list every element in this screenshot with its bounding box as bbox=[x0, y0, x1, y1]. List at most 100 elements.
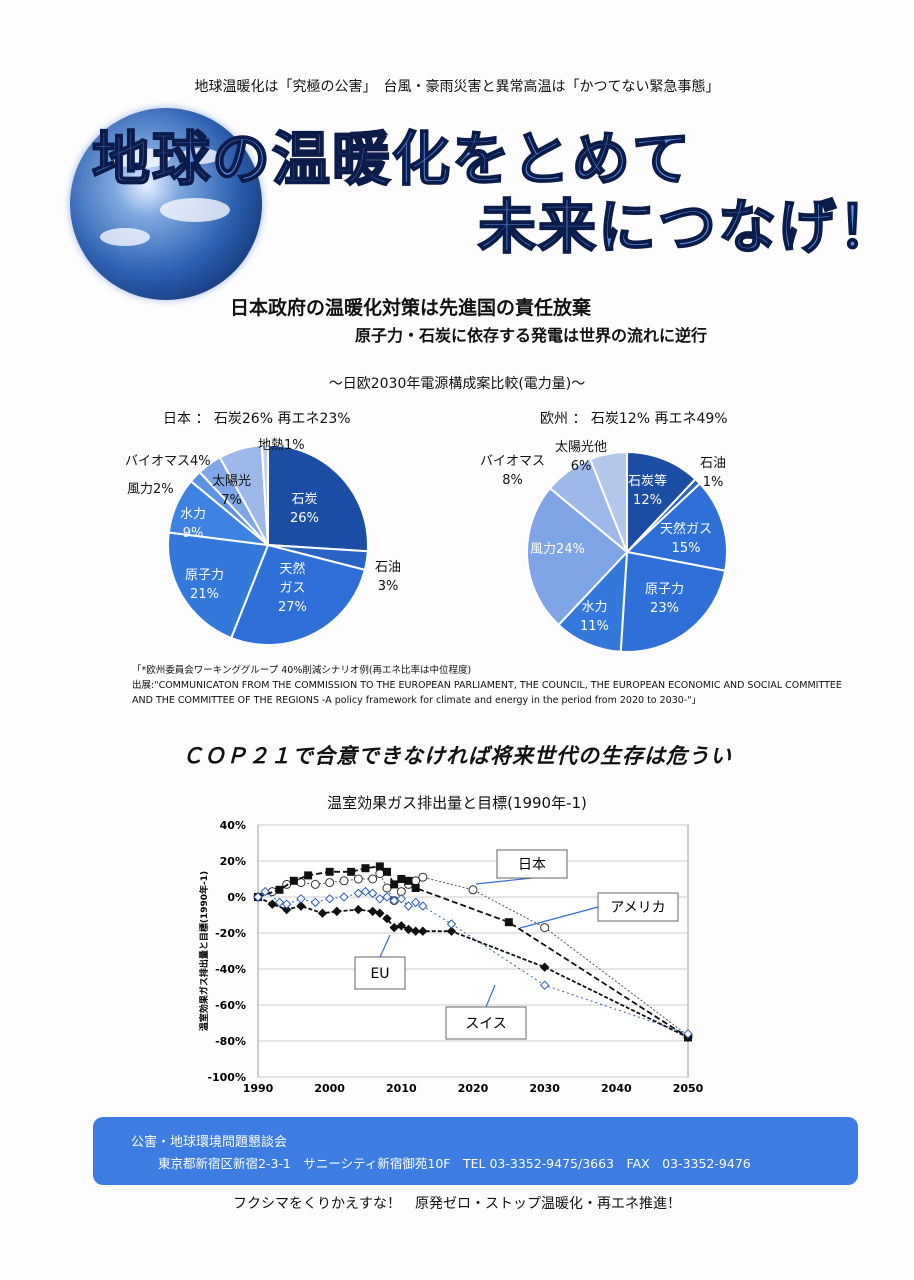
pie-slice-原子力 bbox=[619, 550, 727, 653]
data-point bbox=[353, 888, 364, 899]
data-point bbox=[404, 876, 413, 885]
pie-label: 天然 ガス 27% bbox=[278, 562, 307, 615]
data-point bbox=[418, 901, 428, 911]
data-point bbox=[253, 892, 263, 902]
pie-label: 石油 3% bbox=[375, 560, 402, 594]
data-point bbox=[403, 924, 414, 935]
data-point bbox=[410, 897, 421, 908]
x-tick-label: 2030 bbox=[529, 1082, 560, 1095]
callout-arrow bbox=[475, 877, 533, 885]
europe-heading: 欧州 ： 石炭12% 再エネ49% bbox=[540, 411, 728, 427]
data-point bbox=[382, 913, 392, 924]
data-point bbox=[396, 894, 407, 904]
pie-charts bbox=[167, 443, 728, 653]
x-tick-label: 2000 bbox=[314, 1082, 345, 1095]
data-point bbox=[310, 879, 320, 889]
data-point bbox=[353, 874, 363, 884]
pie-label: 石炭等 12% bbox=[628, 474, 668, 508]
pie-slice-原子力 bbox=[167, 531, 270, 640]
data-point bbox=[361, 864, 370, 873]
y-tick-label: 40% bbox=[220, 819, 246, 832]
data-point bbox=[389, 895, 399, 906]
data-point bbox=[540, 923, 550, 933]
data-point bbox=[539, 962, 550, 972]
subtitle-2: 原子力・石炭に依存する発電は世界の流れに逆行 bbox=[355, 326, 708, 345]
y-tick-label: -40% bbox=[215, 963, 246, 976]
data-point bbox=[418, 872, 428, 882]
pie-slice-石炭 bbox=[267, 443, 369, 553]
data-point bbox=[410, 926, 421, 936]
data-point bbox=[332, 906, 342, 917]
data-point bbox=[325, 867, 334, 876]
data-point bbox=[539, 980, 550, 990]
pie-slice-地熱 bbox=[260, 443, 269, 546]
x-tick-label: 2040 bbox=[601, 1082, 632, 1095]
callout-label: スイス bbox=[465, 1016, 507, 1032]
org-name: 公害・地球環境問題懇談会 bbox=[131, 1135, 288, 1150]
pie-label: バイオマス4% bbox=[125, 454, 211, 469]
data-point bbox=[324, 894, 335, 904]
pie-label: 風力24% bbox=[530, 542, 585, 557]
y-axis-label: 温室効果ガス排出量と目標(1990年-1) bbox=[198, 871, 210, 1031]
cop21-heading: ＣＯＰ２１で合意できなければ将来世代の生存は危うい bbox=[182, 744, 732, 768]
data-point bbox=[382, 892, 392, 902]
subtitle-1: 日本政府の温暖化対策は先進国の責任放棄 bbox=[230, 297, 592, 319]
bottom-slogan: フクシマをくりかえすな！ 原発ゼロ・ストップ温暖化・再エネ推進！ bbox=[233, 1196, 681, 1212]
data-point bbox=[353, 904, 364, 915]
earth-globe-image bbox=[70, 108, 262, 300]
data-point bbox=[397, 875, 406, 883]
pie-label: 水力 9% bbox=[180, 507, 207, 541]
data-point bbox=[296, 901, 306, 911]
data-point bbox=[403, 901, 414, 911]
x-tick-label: 2020 bbox=[458, 1082, 489, 1095]
data-point bbox=[347, 867, 356, 876]
data-point bbox=[296, 878, 306, 888]
japan-heading: 日本 ： 石炭26% 再エネ23% bbox=[163, 411, 351, 427]
data-point bbox=[390, 880, 399, 889]
data-point bbox=[260, 886, 270, 897]
x-tick-label: 1990 bbox=[243, 1082, 274, 1095]
line-chart-title: 温室効果ガス排出量と目標(1990年-1) bbox=[327, 794, 587, 812]
emissions-line-chart: 40% 20% 0% -20% -40% -60% -80% -100%1990 2000 201… bbox=[198, 819, 704, 1095]
data-point bbox=[375, 869, 385, 879]
data-point bbox=[275, 885, 284, 894]
data-point bbox=[375, 862, 384, 871]
pie-label: 太陽光 7% bbox=[212, 474, 252, 508]
data-point bbox=[468, 885, 478, 895]
data-point bbox=[317, 908, 328, 918]
callout-box bbox=[496, 849, 568, 879]
data-point bbox=[411, 884, 420, 892]
y-tick-label: 20% bbox=[220, 855, 246, 868]
data-point bbox=[418, 926, 428, 936]
series-スイス bbox=[253, 886, 693, 1039]
data-point bbox=[267, 899, 278, 909]
callout-label: 日本 bbox=[518, 857, 546, 873]
callout-label: EU bbox=[370, 966, 389, 982]
y-tick-label: 0% bbox=[227, 891, 246, 904]
data-point bbox=[360, 886, 371, 897]
y-tick-label: -80% bbox=[215, 1035, 246, 1048]
y-tick-label: -60% bbox=[215, 999, 246, 1012]
callout-label: アメリカ bbox=[610, 900, 665, 916]
pie-slice-太陽光他 bbox=[588, 450, 628, 553]
top-tagline: 地球温暖化は「究極の公害」 台風・豪雨災害と異常高温は「かつてない緊急事態」 bbox=[194, 79, 720, 95]
data-point bbox=[367, 888, 378, 899]
pie-label: 原子力 21% bbox=[185, 568, 225, 602]
data-point bbox=[504, 918, 513, 927]
data-point bbox=[375, 894, 385, 904]
data-point bbox=[375, 908, 385, 918]
callout-arrow bbox=[519, 906, 599, 929]
note-line: AND THE COMMITTEE OF THE REGIONS -A poli… bbox=[132, 695, 702, 706]
pie-label: 水力 11% bbox=[580, 600, 609, 634]
data-point bbox=[325, 878, 335, 888]
data-point bbox=[446, 926, 457, 936]
main-title-line1: 地球の温暖化をとめて bbox=[91, 124, 693, 194]
x-tick-label: 2050 bbox=[673, 1082, 704, 1095]
data-point bbox=[368, 874, 378, 884]
note-line: 出展:"COMMUNICATON FROM THE COMMISSION TO … bbox=[132, 680, 842, 691]
data-point bbox=[296, 894, 306, 904]
data-point bbox=[310, 897, 321, 908]
data-point bbox=[281, 899, 292, 909]
data-point bbox=[339, 876, 349, 886]
pie-label: 天然ガス 15% bbox=[660, 522, 713, 556]
